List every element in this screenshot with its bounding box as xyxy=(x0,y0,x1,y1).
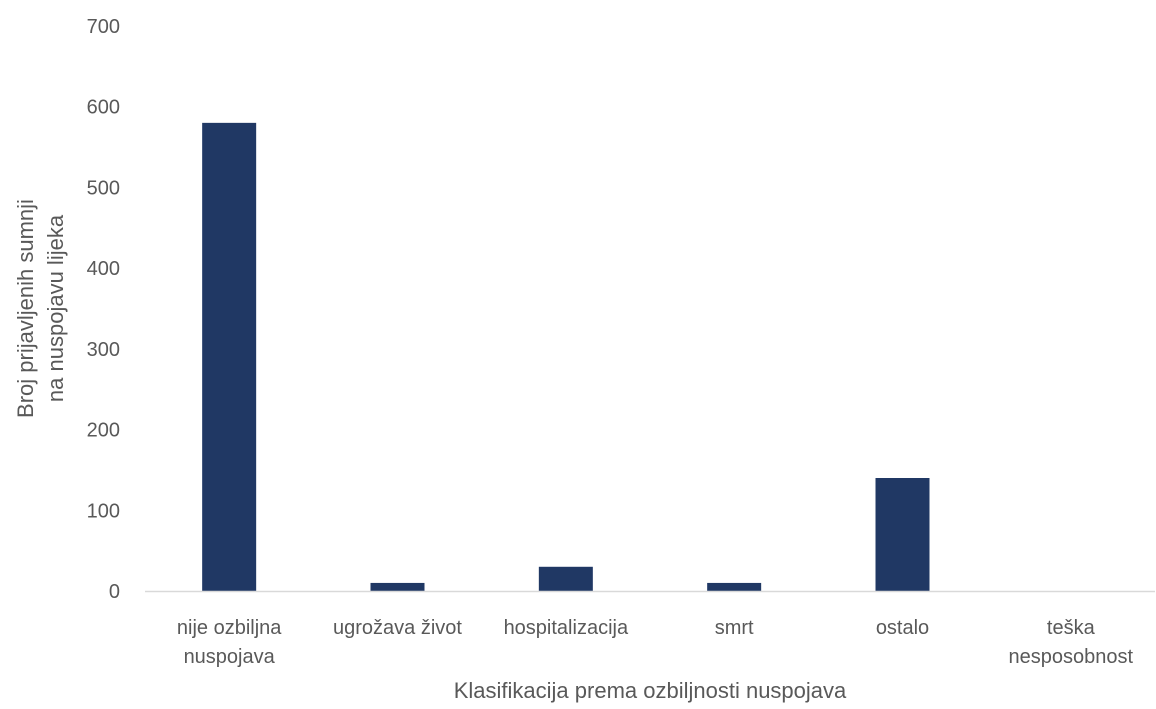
x-tick-label-line: nije ozbiljna xyxy=(177,617,282,639)
x-tick-label: smrt xyxy=(715,617,754,639)
x-tick-label: ostalo xyxy=(876,617,929,639)
y-tick-label: 0 xyxy=(109,581,120,603)
y-tick-label: 200 xyxy=(87,420,120,442)
x-tick-label-line: teška xyxy=(1047,617,1096,639)
bars xyxy=(202,122,930,591)
x-tick-label-line: nesposobnost xyxy=(1009,646,1134,668)
bar xyxy=(538,566,593,591)
bar xyxy=(370,582,425,591)
y-tick-label: 400 xyxy=(87,258,120,280)
y-tick-label: 700 xyxy=(87,16,120,38)
x-tick-label: ugrožava život xyxy=(333,617,462,639)
x-tick-label: hospitalizacija xyxy=(504,617,629,639)
x-tick-label-line: ugrožava život xyxy=(333,617,462,639)
y-axis-title: Broj prijavljenih sumnji na nuspojavu lij… xyxy=(13,199,68,418)
x-tick-label: nije ozbiljna nuspojava xyxy=(177,617,282,668)
y-axis-title-line: Broj prijavljenih sumnji xyxy=(13,199,38,418)
x-tick-label-line: nuspojava xyxy=(184,646,276,668)
x-tick-label-line: smrt xyxy=(715,617,754,639)
x-axis-ticks: nije ozbiljna nuspojava ugrožava život hosp… xyxy=(177,617,1134,668)
x-tick-label: teška nesposobnost xyxy=(1009,617,1134,668)
y-tick-label: 100 xyxy=(87,500,120,522)
bar xyxy=(875,478,930,591)
bar xyxy=(202,122,257,591)
y-axis-ticks: 0 100 200 300 400 500 600 700 xyxy=(87,16,120,603)
y-tick-label: 600 xyxy=(87,97,120,119)
y-tick-label: 300 xyxy=(87,339,120,361)
bar xyxy=(707,582,762,591)
x-axis-title: Klasifikacija prema ozbiljnosti nuspojav… xyxy=(454,678,847,703)
x-tick-label-line: ostalo xyxy=(876,617,929,639)
x-tick-label-line: hospitalizacija xyxy=(504,617,629,639)
y-tick-label: 500 xyxy=(87,177,120,199)
y-axis-title-line: na nuspojavu lijeka xyxy=(43,214,68,402)
